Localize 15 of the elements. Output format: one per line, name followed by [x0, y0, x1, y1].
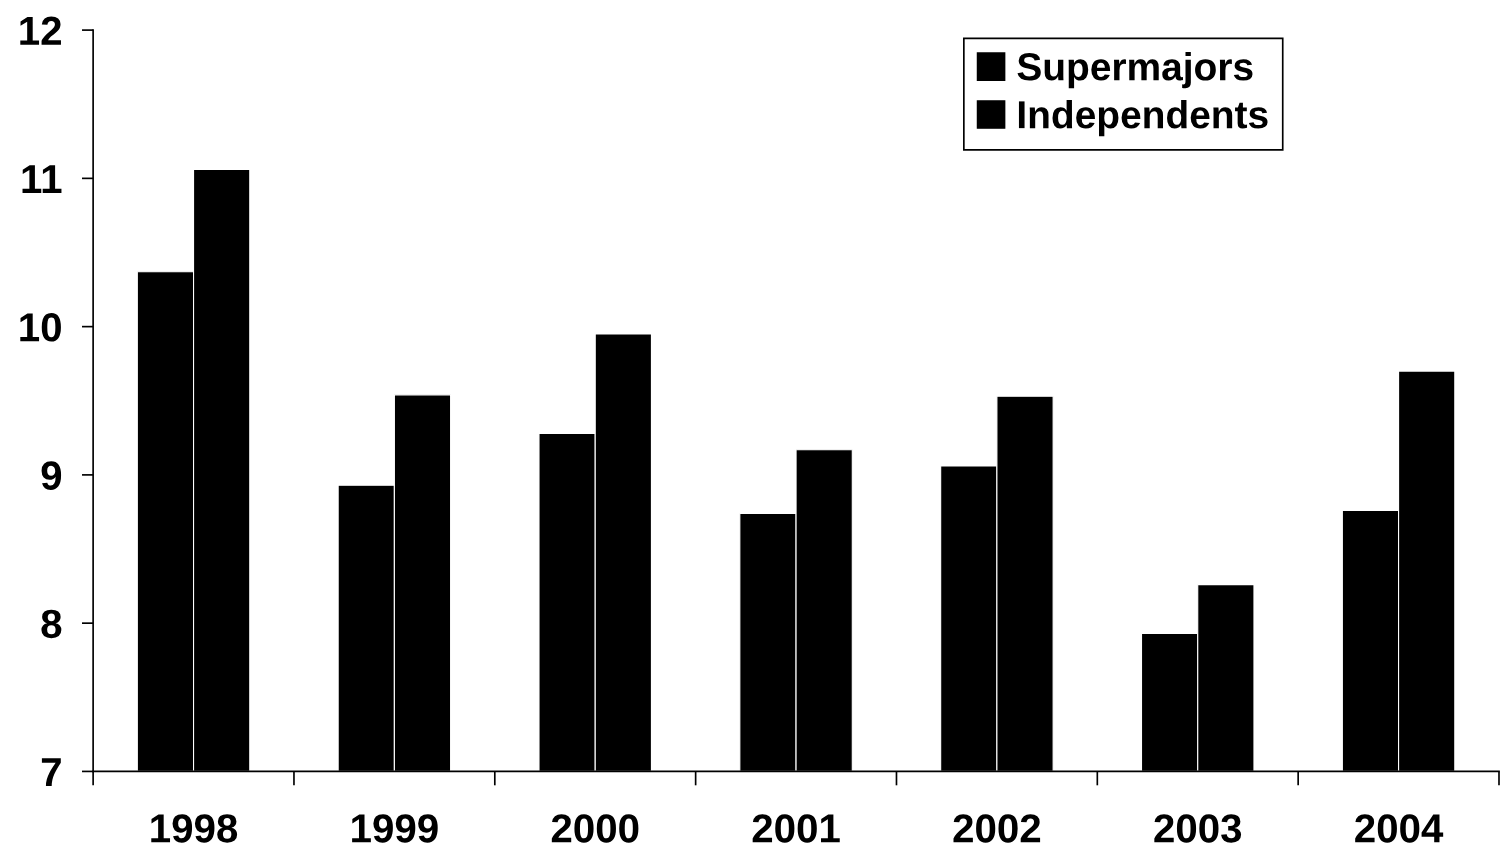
x-tick-label: 2004: [1355, 814, 1444, 843]
y-tick-label: 8: [41, 609, 62, 639]
y-tick-label: 9: [41, 461, 62, 490]
x-tick-label: 1999: [352, 814, 438, 843]
x-tick-label: 2003: [1154, 814, 1242, 843]
x-tick-label: 2001: [752, 814, 840, 843]
x-tick-label: 1998: [151, 814, 238, 843]
y-tick-label: 12: [20, 16, 61, 45]
y-tick-label: 11: [22, 165, 62, 193]
legend-label: Supermajors: [1017, 52, 1253, 89]
y-tick-label: 10: [20, 313, 61, 342]
y-tick-label: 7: [41, 758, 61, 787]
x-tick-label: 2002: [953, 814, 1041, 843]
x-tick-label: 2000: [551, 814, 639, 843]
legend-label: Independents: [1018, 99, 1268, 137]
